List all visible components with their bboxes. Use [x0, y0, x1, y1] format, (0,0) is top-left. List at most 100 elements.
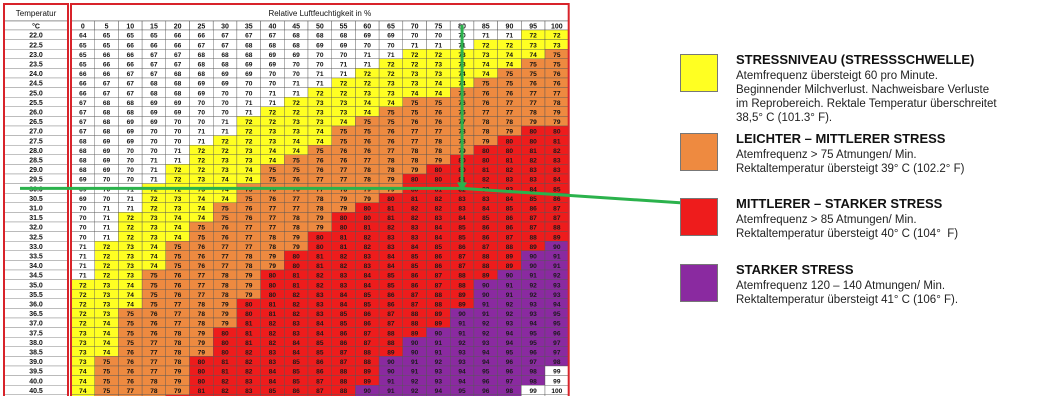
cell-value: 81 [529, 148, 537, 155]
cell-value: 87 [529, 215, 537, 222]
cell-value: 79 [245, 292, 253, 299]
cell-value: 73 [127, 263, 135, 270]
cell-value: 68 [174, 81, 182, 88]
cell-value: 76 [174, 292, 182, 299]
cell-value: 79 [221, 302, 229, 309]
cell-value: 69 [150, 100, 158, 107]
cell-value: 93 [553, 282, 561, 289]
cell-value: 88 [458, 273, 466, 280]
cell-value: 89 [364, 378, 372, 385]
cell-value: 86 [435, 263, 443, 270]
cell-value: 78 [411, 158, 419, 165]
cell-value: 87 [387, 321, 395, 328]
cell-value: 75 [364, 119, 372, 126]
cell-value: 88 [435, 292, 443, 299]
cell-value: 81 [340, 244, 348, 251]
cell-value: 95 [553, 321, 561, 328]
temperature-label: 31.0 [29, 206, 43, 213]
cell-value: 78 [435, 148, 443, 155]
cell-value: 73 [103, 292, 111, 299]
cell-value: 68 [127, 110, 135, 117]
cell-value: 71 [79, 263, 87, 270]
cell-value: 85 [316, 340, 324, 347]
cell-value: 75 [150, 282, 158, 289]
cell-value: 73 [79, 330, 87, 337]
cell-value: 83 [292, 321, 300, 328]
humidity-tick-label: 20 [174, 24, 182, 31]
cell-value: 88 [340, 388, 348, 395]
cell-value: 78 [150, 388, 158, 395]
cell-value: 82 [387, 225, 395, 232]
cell-value: 72 [364, 71, 372, 78]
cell-value: 71 [127, 206, 135, 213]
cell-value: 66 [174, 42, 182, 49]
humidity-tick-label: 10 [126, 24, 134, 31]
cell-value: 94 [435, 388, 443, 395]
cell-value: 68 [150, 90, 158, 97]
humidity-tick-label: 100 [551, 24, 563, 31]
cell-value: 97 [529, 359, 537, 366]
cell-value: 66 [79, 71, 87, 78]
cell-value: 79 [245, 282, 253, 289]
cell-value: 86 [458, 244, 466, 251]
cell-value: 82 [245, 369, 253, 376]
cell-value: 78 [292, 215, 300, 222]
corner-header-label: Temperatur [16, 9, 57, 18]
cell-value: 65 [103, 42, 111, 49]
cell-value: 82 [340, 263, 348, 270]
cell-value: 79 [221, 321, 229, 328]
cell-value: 76 [198, 263, 206, 270]
cell-value: 80 [245, 302, 253, 309]
cell-value: 73 [79, 340, 87, 347]
cell-value: 67 [174, 62, 182, 69]
cell-value: 77 [174, 321, 182, 328]
cell-value: 78 [387, 158, 395, 165]
cell-value: 87 [411, 302, 419, 309]
cell-value: 86 [340, 340, 348, 347]
cell-value: 86 [529, 206, 537, 213]
cell-value: 90 [553, 244, 561, 251]
cell-value: 78 [221, 273, 229, 280]
cell-value: 90 [529, 254, 537, 261]
cell-value: 80 [529, 129, 537, 136]
cell-value: 75 [221, 206, 229, 213]
cell-value: 72 [506, 42, 514, 49]
cell-value: 73 [198, 177, 206, 184]
cell-value: 89 [506, 263, 514, 270]
cell-value: 84 [506, 196, 514, 203]
cell-value: 88 [387, 330, 395, 337]
cell-value: 74 [150, 263, 158, 270]
cell-value: 81 [269, 311, 277, 318]
heat-cell [260, 394, 285, 396]
humidity-tick-label: 70 [411, 24, 419, 31]
cell-value: 87 [553, 215, 561, 222]
legend-description: Atemfrequenz > 85 Atmungen/ Min. Rektalt… [736, 214, 959, 240]
cell-value: 86 [364, 321, 372, 328]
cell-value: 77 [150, 369, 158, 376]
cell-value: 91 [506, 282, 514, 289]
cell-value: 75 [529, 71, 537, 78]
cell-value: 85 [292, 359, 300, 366]
cell-value: 73 [340, 110, 348, 117]
legend-swatch-orange [680, 133, 718, 171]
cell-value: 79 [198, 350, 206, 357]
cell-value: 76 [198, 244, 206, 251]
humidity-tick-label: 0 [81, 24, 85, 31]
cell-value: 78 [150, 378, 158, 385]
cell-value: 77 [411, 129, 419, 136]
cell-value: 88 [364, 350, 372, 357]
temperature-label: 34.0 [29, 263, 43, 270]
cell-value: 79 [245, 273, 253, 280]
cell-value: 89 [435, 321, 443, 328]
cell-value: 78 [174, 330, 182, 337]
cell-value: 77 [340, 177, 348, 184]
cell-value: 82 [292, 292, 300, 299]
cell-value: 91 [482, 302, 490, 309]
cell-value: 78 [174, 340, 182, 347]
cell-value: 83 [340, 282, 348, 289]
cell-value: 83 [506, 177, 514, 184]
cell-value: 85 [553, 186, 561, 193]
cell-value: 83 [411, 225, 419, 232]
cell-value: 79 [435, 158, 443, 165]
cell-value: 79 [174, 388, 182, 395]
